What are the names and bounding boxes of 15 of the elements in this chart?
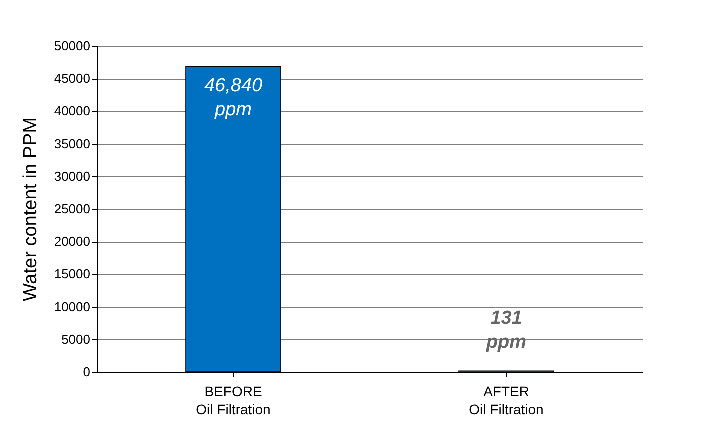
- y-tick-label: 20000: [54, 234, 90, 250]
- y-tick-label: 15000: [54, 266, 90, 282]
- y-tick-label: 45000: [54, 71, 90, 86]
- y-tick-label: 50000: [54, 38, 90, 54]
- y-tick-label: 0: [83, 364, 90, 380]
- y-tick-label: 5000: [62, 332, 90, 347]
- y-axis-title: Water content in PPM: [20, 117, 42, 302]
- y-tick-label: 40000: [54, 104, 90, 119]
- y-tick-label: 30000: [54, 168, 90, 184]
- y-tick-label: 25000: [54, 202, 90, 216]
- data-label: 46,840 ppm: [204, 76, 263, 121]
- x-tick-label: AFTER Oil Filtration: [469, 384, 544, 418]
- y-tick-label: 35000: [54, 136, 90, 152]
- x-tick-label: BEFORE Oil Filtration: [196, 384, 271, 418]
- y-tick-label: 10000: [54, 299, 90, 314]
